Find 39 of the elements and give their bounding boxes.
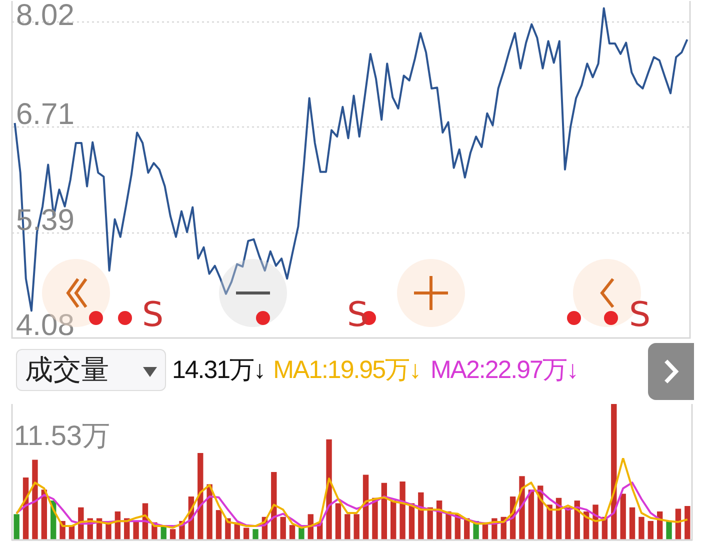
bar: [638, 516, 644, 540]
bar: [390, 500, 396, 540]
bar: [372, 498, 378, 540]
bar: [170, 529, 176, 540]
annotation: S: [347, 295, 369, 335]
bar: [133, 520, 139, 540]
bar: [354, 514, 360, 540]
y-tick-label: 8.02: [16, 0, 74, 32]
y-tick-label: 6.71: [16, 98, 74, 131]
bar: [565, 507, 571, 540]
bar: [335, 503, 342, 540]
annotation: S: [142, 295, 164, 335]
bar: [243, 528, 250, 540]
bar: [666, 520, 672, 540]
bar: [400, 482, 406, 540]
annotation: S: [629, 295, 651, 335]
bar: [344, 514, 350, 540]
chart-title: 成交量: [25, 353, 109, 386]
bar: [620, 494, 626, 540]
text: MA2:22.97万↓: [430, 356, 578, 384]
bar: [289, 525, 296, 540]
bar: [648, 520, 654, 540]
text: MA1:19.95万↓: [273, 356, 420, 384]
bar: [32, 460, 38, 540]
bar: [280, 516, 286, 540]
bar: [381, 482, 388, 540]
text: 14.31万↓: [172, 356, 266, 384]
bar: [252, 529, 258, 540]
y-tick-label: 4.08: [16, 309, 74, 342]
bar: [684, 506, 690, 540]
annotation: 11.53万: [14, 419, 110, 453]
bar: [528, 490, 534, 540]
bar: [546, 504, 552, 540]
bar: [14, 514, 20, 540]
bar: [418, 492, 424, 540]
bar: [629, 507, 636, 540]
bar: [78, 507, 84, 540]
bar: [216, 510, 222, 540]
bar: [298, 528, 304, 540]
